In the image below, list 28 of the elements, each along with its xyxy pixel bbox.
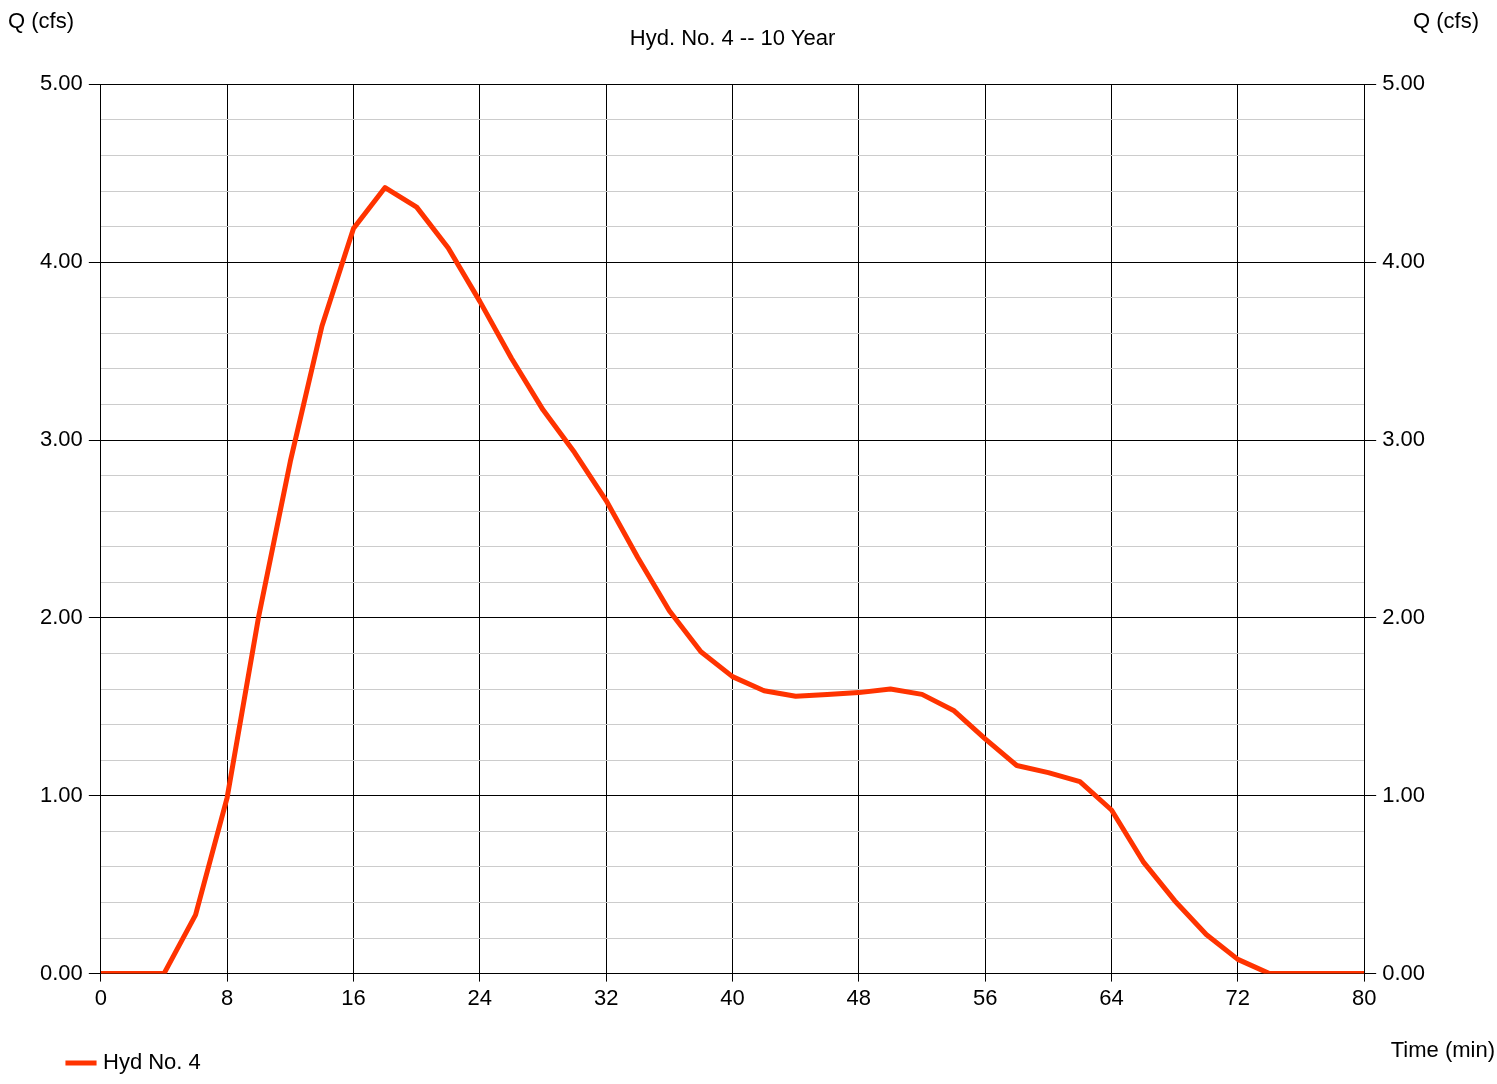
y-tick-label: 3.00 — [39, 426, 83, 452]
legend-label: Hyd No. 4 — [103, 1049, 201, 1075]
x-tick-label: 80 — [1351, 984, 1377, 1010]
y2-tick-label: 2.00 — [1382, 603, 1426, 629]
y2-axis-title: Q (cfs) — [1413, 8, 1479, 34]
y2-tick-label: 3.00 — [1382, 426, 1426, 452]
x-tick-label: 24 — [467, 984, 493, 1010]
x-tick-label: 48 — [846, 984, 872, 1010]
y2-tick-label: 1.00 — [1382, 781, 1426, 807]
y-axis-title: Q (cfs) — [8, 8, 74, 34]
y2-tick-label: 4.00 — [1382, 248, 1426, 274]
x-tick-label: 16 — [341, 984, 366, 1010]
y2-tick-label: 5.00 — [1382, 70, 1426, 96]
y2-tick-label: 0.00 — [1382, 959, 1426, 985]
x-tick-label: 72 — [1225, 984, 1251, 1010]
y-tick-label: 1.00 — [39, 781, 83, 807]
x-tick-label: 32 — [593, 984, 619, 1010]
x-tick-label: 40 — [720, 984, 745, 1010]
chart-title: Hyd. No. 4 -- 10 Year — [629, 25, 836, 51]
y-tick-label: 2.00 — [39, 603, 83, 629]
y-tick-label: 4.00 — [39, 248, 83, 274]
x-tick-label: 64 — [1099, 984, 1124, 1010]
x-tick-label: 56 — [972, 984, 998, 1010]
x-axis-title: Time (min) — [1390, 1036, 1495, 1062]
x-tick-label: 0 — [94, 984, 107, 1010]
y-tick-label: 0.00 — [39, 959, 83, 985]
y-tick-label: 5.00 — [39, 70, 83, 96]
x-tick-label: 8 — [221, 984, 234, 1010]
